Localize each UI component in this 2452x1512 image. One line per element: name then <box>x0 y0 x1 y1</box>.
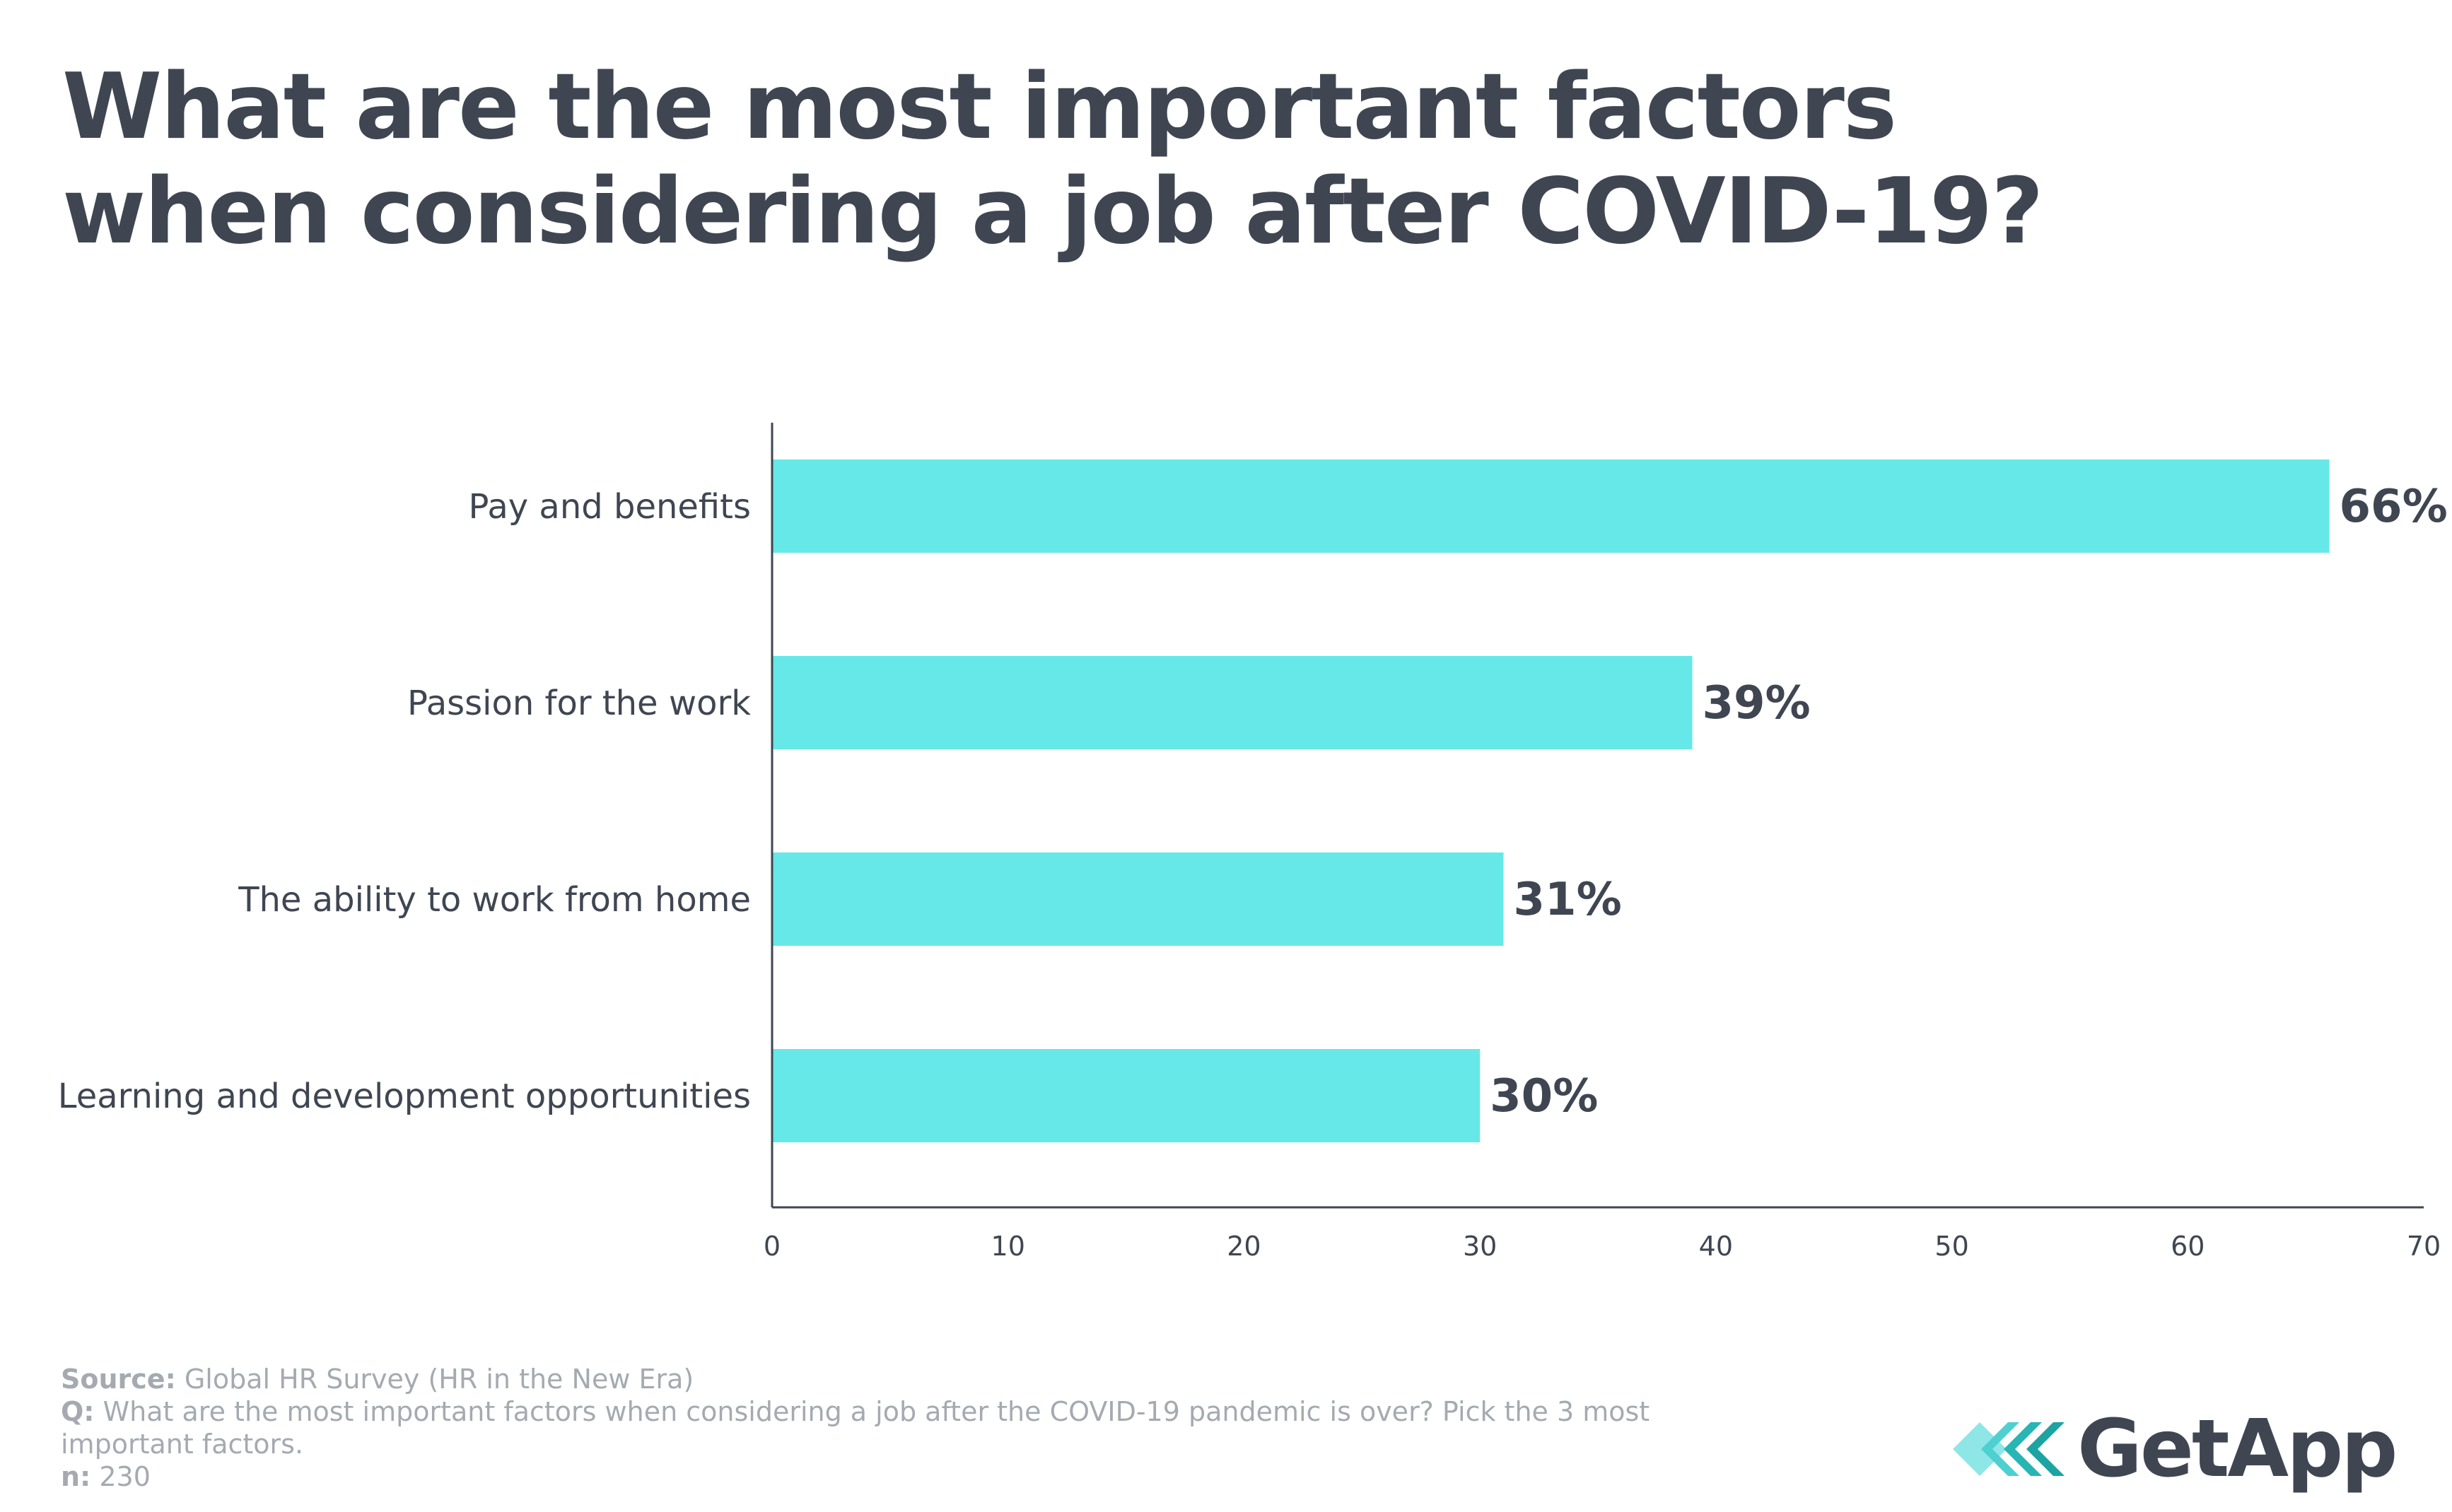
bar-1 <box>772 459 2330 553</box>
x-tick-label-70: 70 <box>2407 1231 2441 1262</box>
x-tick-label-60: 60 <box>2171 1231 2205 1262</box>
source-line: Source: Global HR Survey (HR in the New … <box>61 1363 1786 1395</box>
sample-size-text: 230 <box>99 1461 151 1492</box>
question-line: Q: What are the most important factors w… <box>61 1395 1786 1460</box>
x-tick-label-10: 10 <box>991 1231 1025 1262</box>
bar-3 <box>772 852 1504 946</box>
title-line-2: when considering a job after COVID-19? <box>62 159 2043 264</box>
title-line-1: What are the most important factors <box>62 54 1897 160</box>
category-label-1: Pay and benefits <box>469 487 751 527</box>
question-text: What are the most important factors when… <box>61 1396 1650 1460</box>
value-label-4: 30% <box>1490 1070 1598 1123</box>
source-text: Global HR Survey (HR in the New Era) <box>184 1364 694 1395</box>
category-label-2: Passion for the work <box>407 684 751 723</box>
bar-4 <box>772 1049 1481 1142</box>
chart-title: What are the most important factors when… <box>62 55 2254 264</box>
source-label: Source: <box>61 1364 176 1395</box>
bar-2 <box>772 656 1693 749</box>
x-tick-label-30: 30 <box>1463 1231 1497 1262</box>
value-label-3: 31% <box>1514 874 1622 926</box>
chart-footer: Source: Global HR Survey (HR in the New … <box>61 1363 1786 1493</box>
getapp-chevrons-icon <box>1953 1422 2065 1476</box>
category-label-4: Learning and development opportunities <box>58 1077 751 1116</box>
bar-chart: Pay and benefits 66% Passion for the work 3… <box>58 423 2448 1262</box>
x-tick-label-50: 50 <box>1934 1231 1968 1262</box>
x-tick-label-20: 20 <box>1227 1231 1261 1262</box>
category-label-3: The ability to work from home <box>238 880 751 920</box>
sample-size-line: n: 230 <box>61 1460 1786 1493</box>
getapp-logo: GetApp <box>1951 1407 2404 1492</box>
value-label-1: 66% <box>2340 481 2448 533</box>
x-tick-label-0: 0 <box>764 1231 781 1262</box>
sample-size-label: n: <box>61 1461 91 1492</box>
question-label: Q: <box>61 1396 95 1427</box>
getapp-logo-text: GetApp <box>2077 1403 2398 1495</box>
x-tick-label-40: 40 <box>1699 1231 1733 1262</box>
value-label-2: 39% <box>1702 677 1810 729</box>
